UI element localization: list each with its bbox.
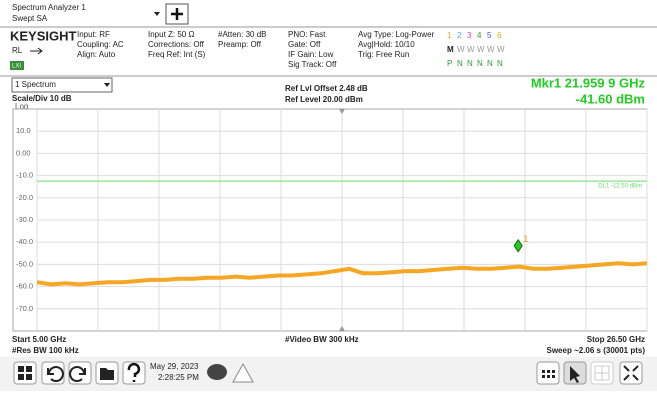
- header-item: Input Z: 50 Ω: [148, 30, 194, 39]
- windows-icon: [18, 366, 32, 380]
- header-item: Coupling: AC: [77, 40, 124, 49]
- y-tick-label: 10.0: [16, 126, 31, 135]
- windows-button[interactable]: [13, 361, 37, 385]
- brand: KEYSIGHT: [10, 28, 77, 43]
- header-item: Avg Type: Log-Power: [358, 30, 435, 39]
- undo-icon: [47, 366, 64, 382]
- y-tick-label: -50.0: [16, 259, 33, 268]
- rl-arrow: [30, 47, 43, 55]
- header-item: PNO: Fast: [288, 30, 326, 39]
- ref-level: Ref Level 20.00 dBm: [285, 95, 363, 104]
- dropdown-arrow[interactable]: [154, 12, 160, 16]
- marker-amplitude: -41.60 dBm: [576, 91, 645, 106]
- app-title: Spectrum Analyzer 1: [12, 3, 86, 12]
- plus-icon: [171, 8, 183, 20]
- marker: [513, 238, 523, 253]
- trace-detector: N: [477, 59, 483, 68]
- center-marker: [339, 109, 345, 114]
- trace-number: 6: [497, 31, 502, 40]
- view-name: 1 Spectrum: [15, 80, 56, 89]
- y-tick-label: -10.0: [16, 171, 33, 180]
- y-tick-label: -60.0: [16, 282, 33, 291]
- marker-frequency: Mkr1 21.959 9 GHz: [531, 75, 646, 90]
- alert-icon[interactable]: [232, 362, 254, 383]
- layout-icon: [594, 365, 610, 381]
- y-tick-label: -30.0: [16, 215, 33, 224]
- trace-detector: N: [487, 59, 493, 68]
- header-item: Sig Track: Off: [288, 60, 337, 69]
- dropdown-arrow: [104, 83, 110, 87]
- zoom-icon: [623, 365, 639, 381]
- lxi-badge: [10, 61, 24, 70]
- mode: Swept SA: [12, 14, 48, 23]
- trace: [36, 261, 648, 287]
- center-marker: [339, 326, 345, 331]
- trace-number: 3: [467, 31, 472, 40]
- marker-label: 1: [523, 234, 528, 244]
- start-frequency: Start 5.00 GHz: [12, 335, 66, 344]
- header-item: Preamp: Off: [218, 40, 262, 49]
- message-icon[interactable]: [207, 364, 227, 380]
- stop-frequency: Stop 26.50 GHz: [587, 335, 645, 344]
- trace-number: 5: [487, 31, 492, 40]
- vbw: #Video BW 300 kHz: [285, 335, 359, 344]
- folder-icon: [100, 368, 114, 380]
- y-tick-label: 0.00: [16, 148, 31, 157]
- trace-type: M: [447, 45, 454, 54]
- trace-number: 2: [457, 31, 462, 40]
- zoom-button[interactable]: [619, 361, 643, 385]
- pointer-icon: [570, 366, 580, 383]
- trace-detector: P: [447, 59, 452, 68]
- trace-detector: N: [467, 59, 473, 68]
- header-item: Gate: Off: [288, 40, 321, 49]
- y-tick-label: -40.0: [16, 237, 33, 246]
- trace-number: 1: [447, 31, 452, 40]
- time: 2:28:25 PM: [158, 373, 199, 382]
- keypad-icon: [542, 370, 555, 378]
- y-tick-label: -70.0: [16, 304, 33, 313]
- trace-type: W: [487, 45, 495, 54]
- rl: RL: [12, 46, 23, 55]
- header-item: Freq Ref: Int (S): [148, 50, 206, 59]
- trace-detector: N: [497, 59, 503, 68]
- trace-type: W: [467, 45, 475, 54]
- header-item: Align: Auto: [77, 50, 116, 59]
- header-item: Input: RF: [77, 30, 110, 39]
- sweep: Sweep ~2.06 s (30001 pts): [547, 346, 646, 355]
- trace-number: 4: [477, 31, 482, 40]
- ref-offset: Ref Lvl Offset 2.48 dB: [285, 84, 368, 93]
- help-icon: [127, 362, 141, 382]
- trace-type: W: [457, 45, 465, 54]
- trace-type: W: [497, 45, 505, 54]
- rbw: #Res BW 100 kHz: [12, 346, 79, 355]
- header-item: Trig: Free Run: [358, 50, 409, 59]
- header-item: Avg|Hold: 10/10: [358, 40, 415, 49]
- scale: Scale/Div 10 dB: [12, 94, 72, 103]
- header-item: Corrections: Off: [148, 40, 205, 49]
- date: May 29, 2023: [150, 362, 199, 371]
- view-select[interactable]: [11, 77, 113, 93]
- redo-icon: [69, 366, 86, 382]
- display-line-label: DL1 -12.50 dBm: [598, 184, 642, 190]
- trace-detector: N: [457, 59, 463, 68]
- header-item: #Atten: 30 dB: [218, 30, 266, 39]
- lxi: LXI: [12, 64, 21, 70]
- trace-type: W: [477, 45, 485, 54]
- log-label: Log: [15, 102, 28, 111]
- y-tick-label: -20.0: [16, 193, 33, 202]
- header-item: IF Gain: Low: [288, 50, 334, 59]
